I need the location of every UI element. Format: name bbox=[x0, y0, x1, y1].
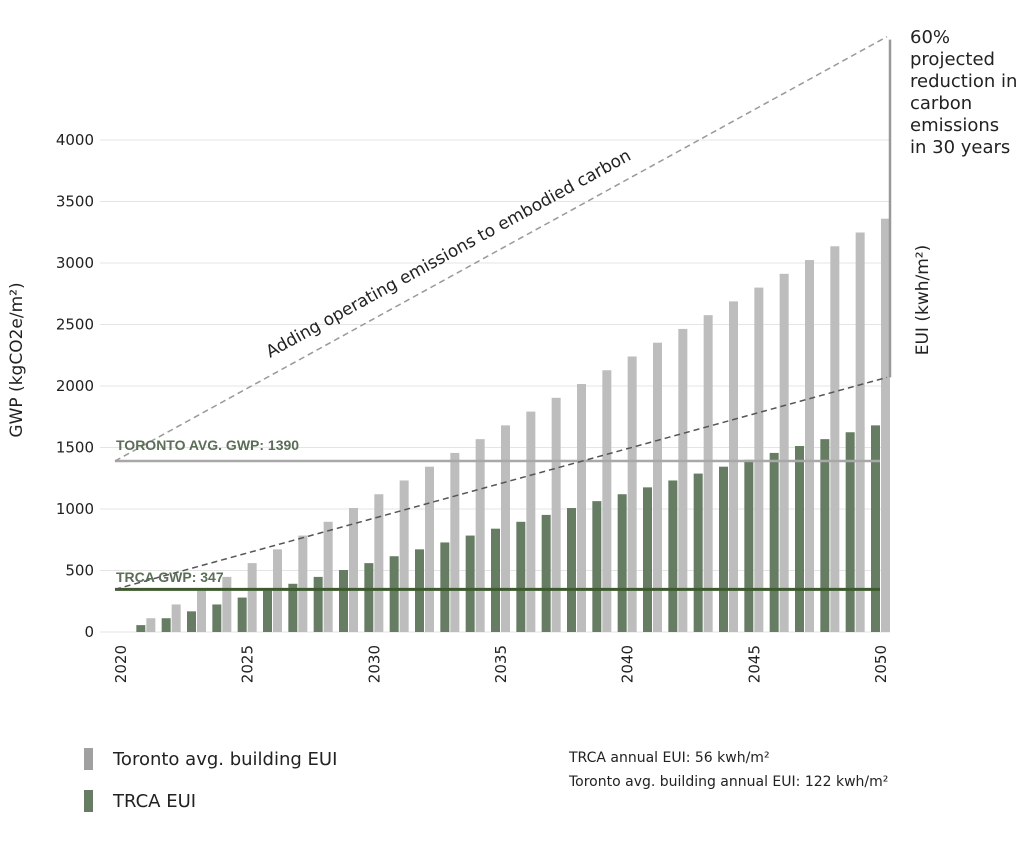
bar-trca bbox=[339, 570, 348, 632]
bar-toronto bbox=[146, 618, 156, 632]
x-tick-label: 2035 bbox=[492, 645, 510, 683]
x-tick-label: 2030 bbox=[365, 645, 383, 683]
bar-trca bbox=[795, 446, 804, 632]
bar-trca bbox=[744, 459, 754, 632]
bar-trca bbox=[592, 501, 602, 632]
y-tick-label: 2000 bbox=[56, 377, 94, 395]
bar-trca bbox=[516, 521, 526, 632]
bar-trca bbox=[313, 576, 323, 632]
y-tick-label: 1500 bbox=[56, 439, 94, 457]
bar-trca bbox=[668, 480, 678, 632]
bar-toronto bbox=[602, 370, 612, 632]
bar-trca bbox=[643, 487, 652, 632]
legend-item-trca: TRCA EUI bbox=[84, 790, 196, 812]
upper-trend-line bbox=[114, 36, 888, 462]
y-tick-label: 3500 bbox=[56, 193, 94, 211]
bar-toronto bbox=[247, 563, 257, 632]
bar-toronto bbox=[779, 273, 789, 632]
lower-trend-line bbox=[114, 376, 888, 591]
bar-trca bbox=[541, 514, 551, 632]
y-tick-label: 2500 bbox=[56, 316, 94, 334]
legend-swatch-green bbox=[84, 790, 93, 812]
bar-toronto bbox=[551, 397, 561, 632]
bar-trca bbox=[719, 466, 728, 632]
bar-toronto bbox=[526, 411, 536, 632]
bar-toronto bbox=[197, 590, 206, 632]
bar-trca bbox=[871, 425, 880, 632]
bar-trca bbox=[845, 432, 855, 632]
bar-trca bbox=[364, 563, 374, 632]
bar-toronto bbox=[399, 480, 409, 632]
bar-trca bbox=[263, 590, 272, 632]
bar-trca bbox=[136, 625, 146, 632]
bar-trca bbox=[187, 611, 196, 632]
bar-toronto bbox=[349, 508, 358, 632]
bar-toronto bbox=[475, 439, 485, 632]
bar-toronto bbox=[653, 342, 662, 632]
legend-item-toronto: Toronto avg. building EUI bbox=[84, 748, 337, 770]
y-axis-label: GWP (kgCO2e/m²) bbox=[7, 282, 27, 437]
bar-trca bbox=[161, 618, 171, 632]
bar-toronto bbox=[450, 452, 460, 632]
bar-trca bbox=[693, 473, 703, 632]
bar-trca bbox=[440, 542, 450, 632]
legend-label: Toronto avg. building EUI bbox=[113, 748, 338, 770]
bar-trca bbox=[212, 604, 222, 632]
y-tick-label: 3000 bbox=[56, 254, 94, 272]
note-toronto-eui: Toronto avg. building annual EUI: 122 kw… bbox=[569, 774, 889, 790]
y2-axis-label: EUI (kwh/m²) bbox=[913, 245, 933, 356]
y-tick-label: 1000 bbox=[56, 500, 94, 518]
trend-line-label: Adding operating emissions to embodied c… bbox=[263, 146, 635, 363]
bar-trca bbox=[820, 439, 830, 632]
x-tick-label: 2020 bbox=[112, 645, 130, 683]
bar-trca bbox=[567, 508, 576, 632]
x-tick-label: 2040 bbox=[619, 645, 637, 683]
bar-toronto bbox=[374, 494, 384, 632]
toronto-gwp-label: TORONTO AVG. GWP: 1390 bbox=[116, 437, 299, 453]
bar-trca bbox=[617, 494, 627, 632]
y-tick-label: 0 bbox=[84, 623, 94, 641]
bar-trca bbox=[288, 583, 298, 632]
bar-toronto bbox=[171, 604, 181, 632]
legend-swatch-gray bbox=[84, 748, 93, 770]
x-tick-label: 2025 bbox=[239, 645, 257, 683]
bar-toronto bbox=[678, 328, 688, 632]
bar-toronto bbox=[501, 425, 510, 632]
bar-toronto bbox=[627, 356, 637, 632]
x-tick-label: 2045 bbox=[745, 645, 763, 683]
reduction-annotation: 60% projected reduction in carbon emissi… bbox=[910, 27, 1018, 158]
bar-toronto bbox=[830, 246, 840, 632]
x-tick-label: 2050 bbox=[872, 645, 890, 683]
bar-trca bbox=[389, 556, 399, 632]
bar-toronto bbox=[298, 535, 308, 632]
bar-toronto bbox=[805, 260, 814, 632]
bar-toronto bbox=[222, 576, 232, 632]
bar-toronto bbox=[881, 218, 890, 632]
bar-trca bbox=[237, 597, 247, 632]
bar-toronto bbox=[855, 232, 865, 632]
legend-label: TRCA EUI bbox=[113, 790, 197, 812]
y-tick-label: 4000 bbox=[56, 131, 94, 149]
bar-trca bbox=[769, 452, 779, 632]
bar-trca bbox=[465, 535, 475, 632]
bar-toronto bbox=[323, 521, 333, 632]
bar-toronto bbox=[577, 384, 586, 632]
bar-toronto bbox=[425, 466, 434, 632]
trca-gwp-label: TRCA GWP: 347 bbox=[116, 569, 224, 585]
bar-toronto bbox=[703, 315, 713, 632]
note-trca-eui: TRCA annual EUI: 56 kwh/m² bbox=[569, 750, 770, 766]
bar-trca bbox=[491, 528, 500, 632]
bar-toronto bbox=[729, 301, 738, 632]
y-tick-label: 500 bbox=[65, 562, 94, 580]
